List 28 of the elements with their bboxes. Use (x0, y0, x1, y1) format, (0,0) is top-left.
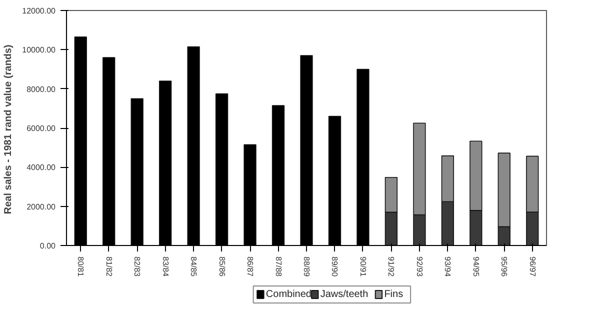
y-axis-title: Real sales - 1981 rand value (rands) (3, 44, 14, 214)
y-tick-label: 0.00 (40, 242, 56, 250)
x-tick-label: 94/95 (471, 256, 480, 278)
y-tick-label: 6000.00 (26, 124, 56, 133)
x-tick-label: 91/92 (386, 256, 396, 278)
x-tick-label: 83/84 (160, 256, 170, 278)
x-tick-label: 87/88 (274, 256, 283, 278)
x-tick-label: 88/89 (302, 256, 311, 278)
y-tick-label: 10000.00 (22, 46, 56, 55)
y-tick-label: 12000.00 (22, 6, 56, 16)
y-tick-label: 2000.00 (26, 202, 56, 212)
x-tick-label: 81/82 (104, 256, 114, 278)
legend-label: Combined (266, 289, 312, 300)
legend-label: Jaws/teeth (320, 289, 368, 300)
x-tick-label: 86/87 (246, 256, 255, 278)
y-tick-label: 4000.00 (26, 163, 56, 172)
x-tick-label: 96/97 (528, 256, 537, 278)
y-tick-label: 8000.00 (26, 84, 56, 94)
x-tick-label: 93/94 (443, 256, 452, 278)
x-tick-label: 80/81 (76, 256, 86, 278)
x-tick-label: 95/96 (500, 256, 509, 278)
legend-label: Fins (384, 289, 404, 300)
x-tick-label: 90/91 (358, 256, 368, 278)
x-tick-label: 92/93 (414, 256, 424, 278)
x-tick-label: 82/83 (132, 256, 142, 278)
x-tick-label: 84/85 (189, 256, 198, 278)
x-tick-label: 85/86 (217, 256, 226, 278)
x-tick-label: 89/90 (330, 256, 340, 278)
